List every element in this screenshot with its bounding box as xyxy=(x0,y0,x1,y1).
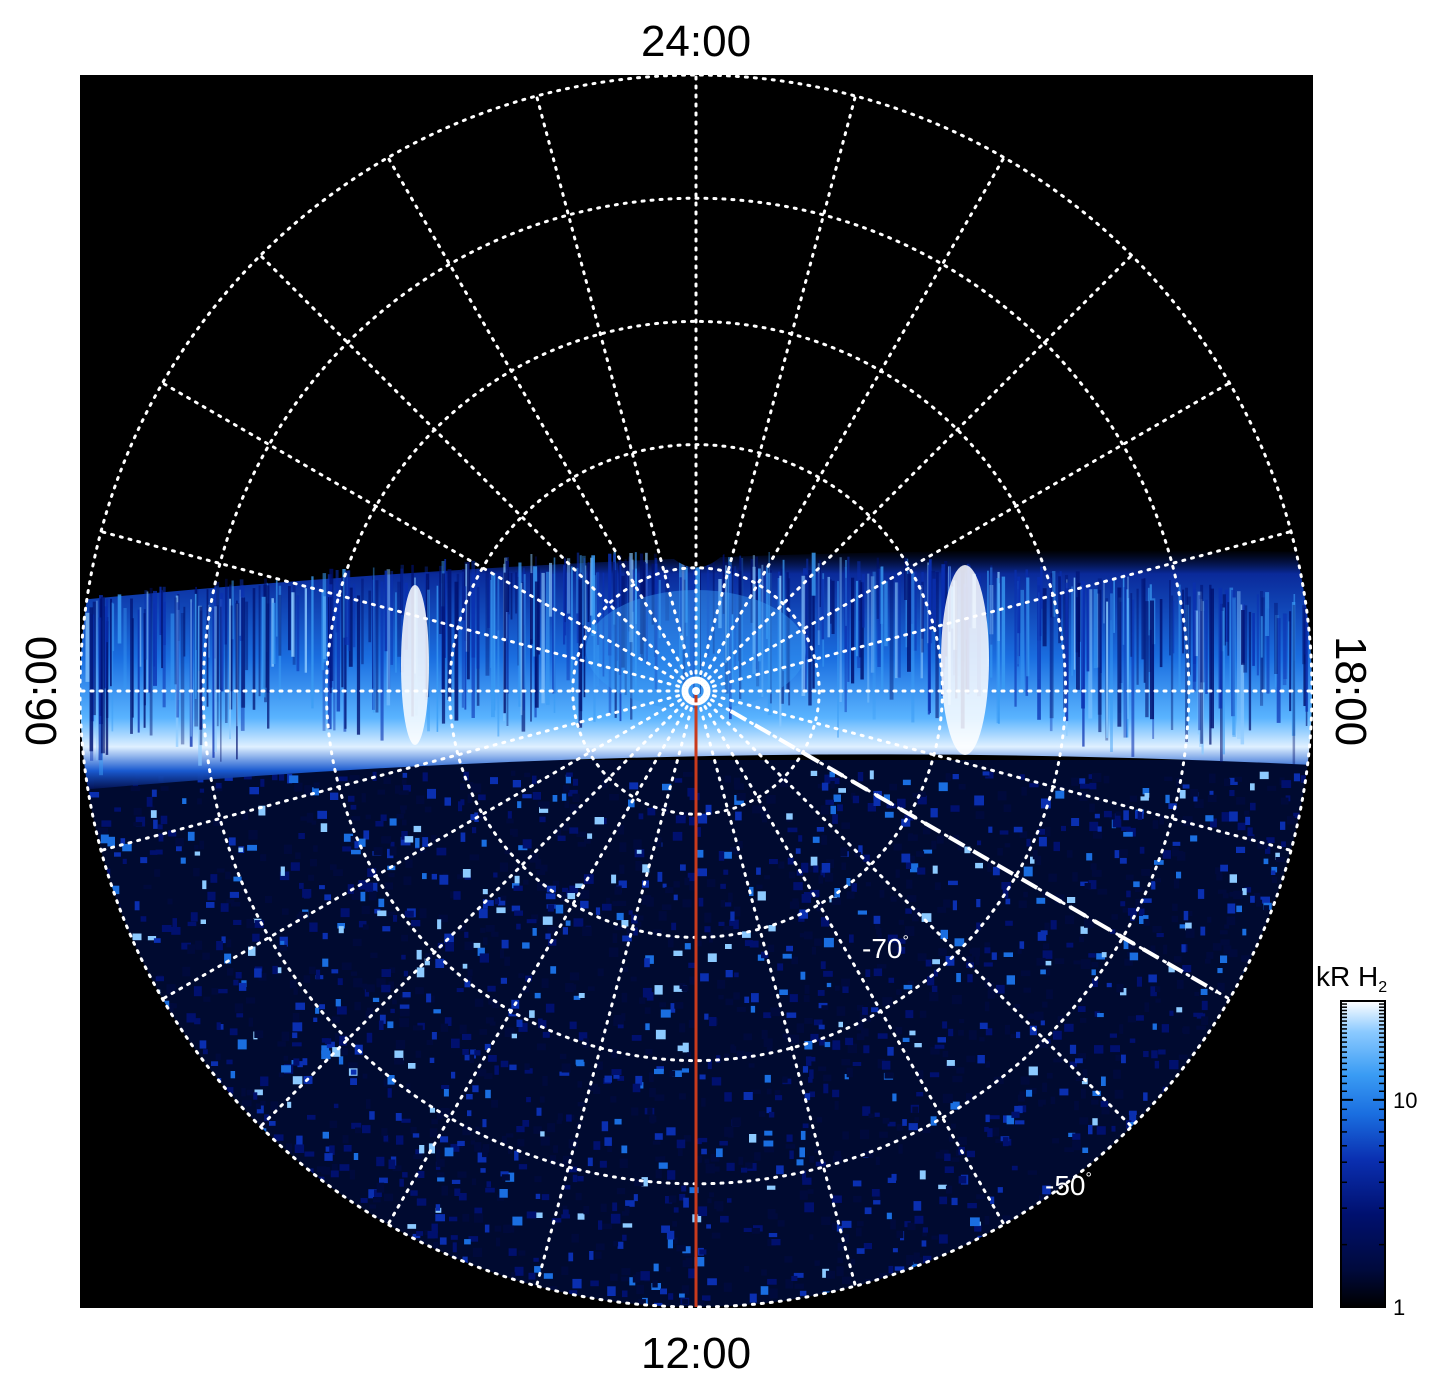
local-time-meridian xyxy=(694,689,1134,1129)
local-time-meridian xyxy=(386,156,698,693)
local-time-meridian xyxy=(161,381,698,693)
local-time-meridian xyxy=(694,253,1134,693)
lat-label-70: -70° xyxy=(862,933,909,964)
colorbar-tick-label: 1 xyxy=(1393,1295,1405,1320)
pole-marker-inner xyxy=(692,687,700,695)
local-time-meridian xyxy=(99,530,698,693)
local-time-meridian xyxy=(535,689,698,1288)
pole-marker-outer xyxy=(681,676,711,706)
colorbar-gradient xyxy=(1340,1000,1386,1308)
colorbar: kR H2 1 10 xyxy=(1316,961,1417,1320)
colorbar-title: kR H2 xyxy=(1316,961,1387,996)
local-time-meridian xyxy=(258,689,698,1129)
local-time-meridian xyxy=(99,689,698,852)
auroral-band-streaks xyxy=(85,550,1312,776)
colorbar-ticks: 1 10 xyxy=(1341,1003,1417,1320)
latitude-circle xyxy=(78,73,1314,1309)
local-time-meridian xyxy=(694,689,1006,1226)
local-time-meridian xyxy=(694,156,1006,693)
local-time-meridian xyxy=(694,689,1293,852)
local-time-meridian xyxy=(694,530,1293,693)
local-time-meridian xyxy=(258,253,698,693)
noon-glow xyxy=(586,590,806,710)
local-time-meridian xyxy=(694,381,1231,693)
lat-label-50: -50° xyxy=(1045,1170,1092,1201)
local-time-meridian xyxy=(535,94,698,693)
lt-label-bottom: 12:00 xyxy=(641,1329,751,1378)
local-time-meridian xyxy=(161,689,698,1001)
lt-label-top: 24:00 xyxy=(641,17,751,66)
local-time-meridian xyxy=(694,94,857,693)
local-time-meridian xyxy=(694,689,857,1288)
lt-label-right: 18:00 xyxy=(1326,636,1375,746)
lt-label-left: 06:00 xyxy=(17,636,66,746)
latitude-circle xyxy=(571,566,821,816)
brightening-dawn xyxy=(401,585,429,745)
local-time-meridian xyxy=(386,689,698,1226)
brightening-dusk xyxy=(941,565,989,755)
dashed-meridian xyxy=(729,709,1219,994)
colorbar-tick-label: 10 xyxy=(1393,1088,1417,1113)
